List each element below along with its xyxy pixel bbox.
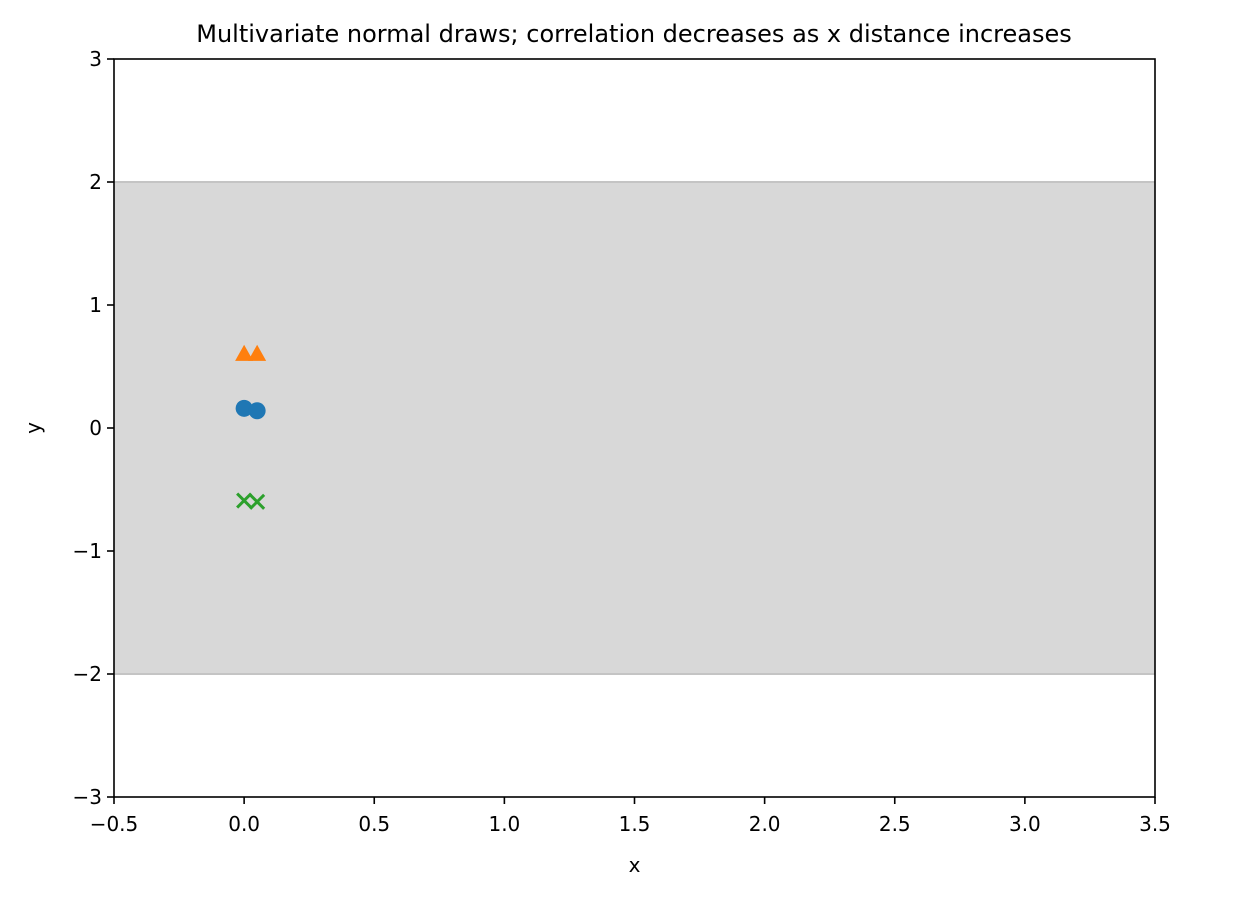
y-tick-label: 0 (89, 416, 102, 440)
x-axis: −0.5 0.0 0.5 1.0 1.5 2.0 2.5 3.0 3.5 (90, 797, 1171, 836)
point-triangle (235, 344, 254, 361)
point-triangle (248, 344, 267, 361)
x-tick-label: 1.5 (619, 812, 651, 836)
x-tick-label: −0.5 (90, 812, 139, 836)
point-x (249, 493, 266, 510)
band-layer (114, 181, 1155, 675)
y-axis-label: y (21, 422, 45, 434)
chart-title: Multivariate normal draws; correlation d… (196, 20, 1071, 48)
y-tick-label: −3 (73, 785, 102, 809)
marks-layer (235, 344, 267, 510)
y-tick-label: 1 (89, 293, 102, 317)
shaded-band (114, 182, 1155, 674)
y-tick-label: −2 (73, 662, 102, 686)
x-tick-label: 3.0 (1009, 812, 1041, 836)
x-tick-label: 2.0 (749, 812, 781, 836)
x-tick-label: 0.5 (358, 812, 390, 836)
y-tick-label: −1 (73, 539, 102, 563)
point-circle (235, 399, 253, 417)
x-axis-label: x (629, 853, 641, 877)
y-tick-label: 3 (89, 47, 102, 71)
x-tick-label: 0.0 (228, 812, 260, 836)
x-tick-label: 3.5 (1139, 812, 1171, 836)
x-tick-label: 2.5 (879, 812, 911, 836)
point-circle (248, 402, 266, 420)
point-x (236, 492, 253, 509)
y-axis: −3 −2 −1 0 1 2 3 (73, 47, 114, 809)
y-tick-label: 2 (89, 170, 102, 194)
x-tick-label: 1.0 (488, 812, 520, 836)
